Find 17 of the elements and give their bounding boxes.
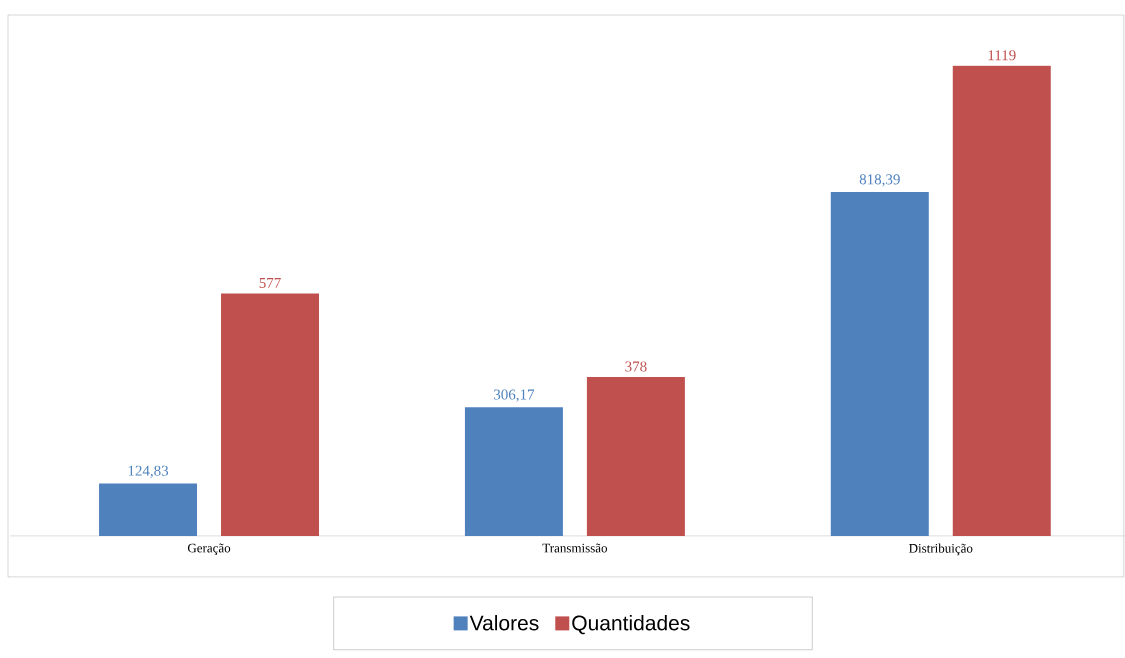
data-label: 1119 (988, 50, 1016, 61)
legend-label: Quantidades (572, 615, 690, 635)
x-tick-label: Distribuição (909, 543, 973, 556)
bar (99, 483, 198, 536)
bar (464, 407, 563, 536)
x-tick-label: Transmissão (542, 543, 608, 553)
bar (586, 377, 685, 536)
data-label: 378 (625, 361, 647, 372)
bar (952, 65, 1051, 536)
data-label: 818,39 (859, 174, 900, 187)
data-label: 306,17 (494, 389, 535, 402)
legend-label: Valores (469, 615, 539, 631)
data-label: 577 (259, 278, 281, 289)
data-label: 124,83 (128, 465, 169, 478)
bar (830, 192, 929, 536)
bar (221, 293, 320, 536)
x-tick-label: Geração (187, 543, 231, 556)
